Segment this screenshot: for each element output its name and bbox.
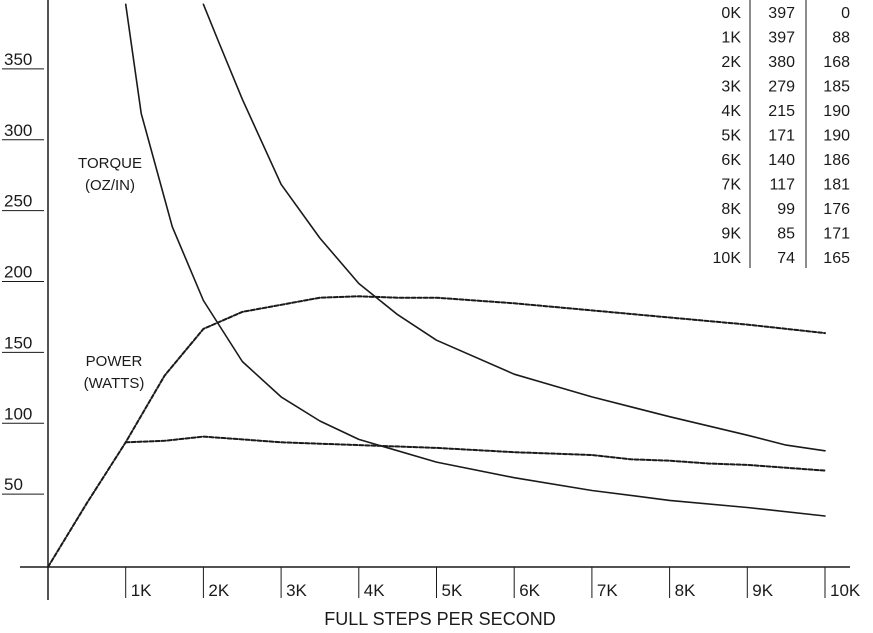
y-tick-label: 50 <box>4 475 23 494</box>
table-cell: 190 <box>823 128 850 145</box>
power-curve-2 <box>47 295 826 568</box>
x-tick-label: 6K <box>519 581 540 600</box>
x-tick-label: 9K <box>752 581 773 600</box>
torque-label: (OZ/IN) <box>85 177 135 194</box>
x-tick-label: 8K <box>675 581 696 600</box>
x-tick-label: 7K <box>597 581 618 600</box>
table-cell: 1K <box>721 30 741 47</box>
table-cell: 7K <box>721 177 741 194</box>
table-cell: 8K <box>721 201 741 218</box>
torque-curve-1 <box>124 3 826 517</box>
curve-annotations: TORQUE (OZ/IN) POWER (WATTS) <box>78 155 144 392</box>
y-tick-label: 350 <box>4 50 32 69</box>
table-cell: 397 <box>768 30 795 47</box>
table-cell: 171 <box>768 128 795 145</box>
table-cell: 9K <box>721 226 741 243</box>
table-cell: 0 <box>841 5 850 22</box>
x-tick-label: 1K <box>131 581 152 600</box>
table-cell: 74 <box>777 250 795 267</box>
table-cell: 0K <box>721 5 741 22</box>
x-tick-label: 5K <box>442 581 463 600</box>
table-cell: 6K <box>721 152 741 169</box>
torque-label: TORQUE <box>78 155 142 172</box>
table-cell: 186 <box>823 152 850 169</box>
table-cell: 397 <box>768 5 795 22</box>
power-label: POWER <box>86 353 143 370</box>
series-lines <box>47 3 826 568</box>
x-tick-label: 10K <box>830 581 861 600</box>
x-tick-label: 4K <box>364 581 385 600</box>
x-axis-title: FULL STEPS PER SECOND <box>324 609 555 629</box>
y-tick-label: 200 <box>4 263 32 282</box>
table-cell: 10K <box>713 250 742 267</box>
table-cell: 165 <box>823 250 850 267</box>
values-table: 0K 397 0 1K 397 88 2K 380 168 3K 279 185 4K 215 190 5K 1… <box>713 0 850 268</box>
torque-curve-0 <box>202 3 826 452</box>
table-cell: 88 <box>832 30 850 47</box>
table-cell: 176 <box>823 201 850 218</box>
table-cell: 3K <box>721 79 741 96</box>
axes <box>20 0 850 600</box>
table-cell: 185 <box>823 79 850 96</box>
table-cell: 171 <box>823 226 850 243</box>
tick-labels: 1K 2K 3K 4K 5K 6K 7K 8K 9K 10K 50 100 150 200 250 300 35… <box>2 50 861 600</box>
table-cell: 168 <box>823 54 850 71</box>
table-cell: 190 <box>823 103 850 120</box>
table-cell: 117 <box>769 177 795 194</box>
table-cell: 5K <box>721 128 741 145</box>
table-cell: 181 <box>823 177 850 194</box>
x-tick-label: 3K <box>286 581 307 600</box>
y-tick-label: 150 <box>4 333 32 352</box>
table-cell: 380 <box>768 54 795 71</box>
power-label: (WATTS) <box>84 375 145 392</box>
y-tick-label: 300 <box>4 121 32 140</box>
y-tick-label: 100 <box>4 404 32 423</box>
table-cell: 2K <box>721 54 741 71</box>
y-tick-label: 250 <box>4 192 32 211</box>
power-curve-3 <box>124 435 826 472</box>
x-tick-label: 2K <box>208 581 229 600</box>
table-cell: 4K <box>721 103 741 120</box>
table-cell: 215 <box>768 103 795 120</box>
table-cell: 85 <box>777 226 795 243</box>
table-cell: 279 <box>768 79 795 96</box>
table-cell: 140 <box>768 152 795 169</box>
table-cell: 99 <box>777 201 795 218</box>
